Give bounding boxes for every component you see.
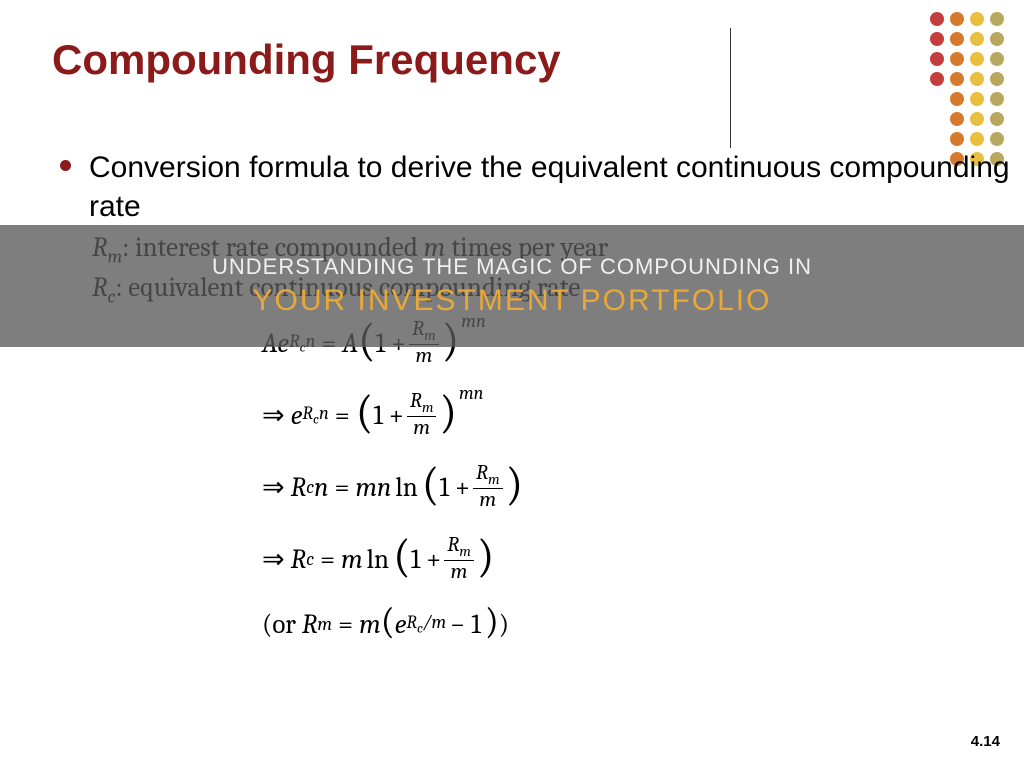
page-number: 4.14	[971, 733, 1000, 750]
formula-line-5: (or Rm = m ( eRc/m − 1 ) )	[262, 600, 523, 648]
bullet-dot-icon	[60, 160, 71, 171]
formula-line-4: ⇒ Rc = m ln ( 1 + Rmm )	[262, 528, 523, 590]
slide-title: Compounding Frequency	[52, 36, 561, 84]
bullet-text: Conversion formula to derive the equival…	[89, 148, 1024, 226]
banner-text-line2: YOUR INVESTMENT PORTFOLIO	[253, 284, 772, 318]
bullet-item: Conversion formula to derive the equival…	[60, 148, 1024, 226]
formula-line-2: ⇒ eRcn = ( 1 + Rmm ) mn	[262, 384, 523, 446]
formula-line-3: ⇒ Rcn = mn ln ( 1 + Rmm )	[262, 456, 523, 518]
title-divider	[730, 28, 731, 148]
banner-text-line1: UNDERSTANDING THE MAGIC OF COMPOUNDING I…	[212, 254, 812, 280]
overlay-banner: UNDERSTANDING THE MAGIC OF COMPOUNDING I…	[0, 225, 1024, 347]
formula-block: AeRcn = A ( 1 + Rmm ) mn ⇒ eRcn = ( 1 + …	[262, 312, 523, 658]
